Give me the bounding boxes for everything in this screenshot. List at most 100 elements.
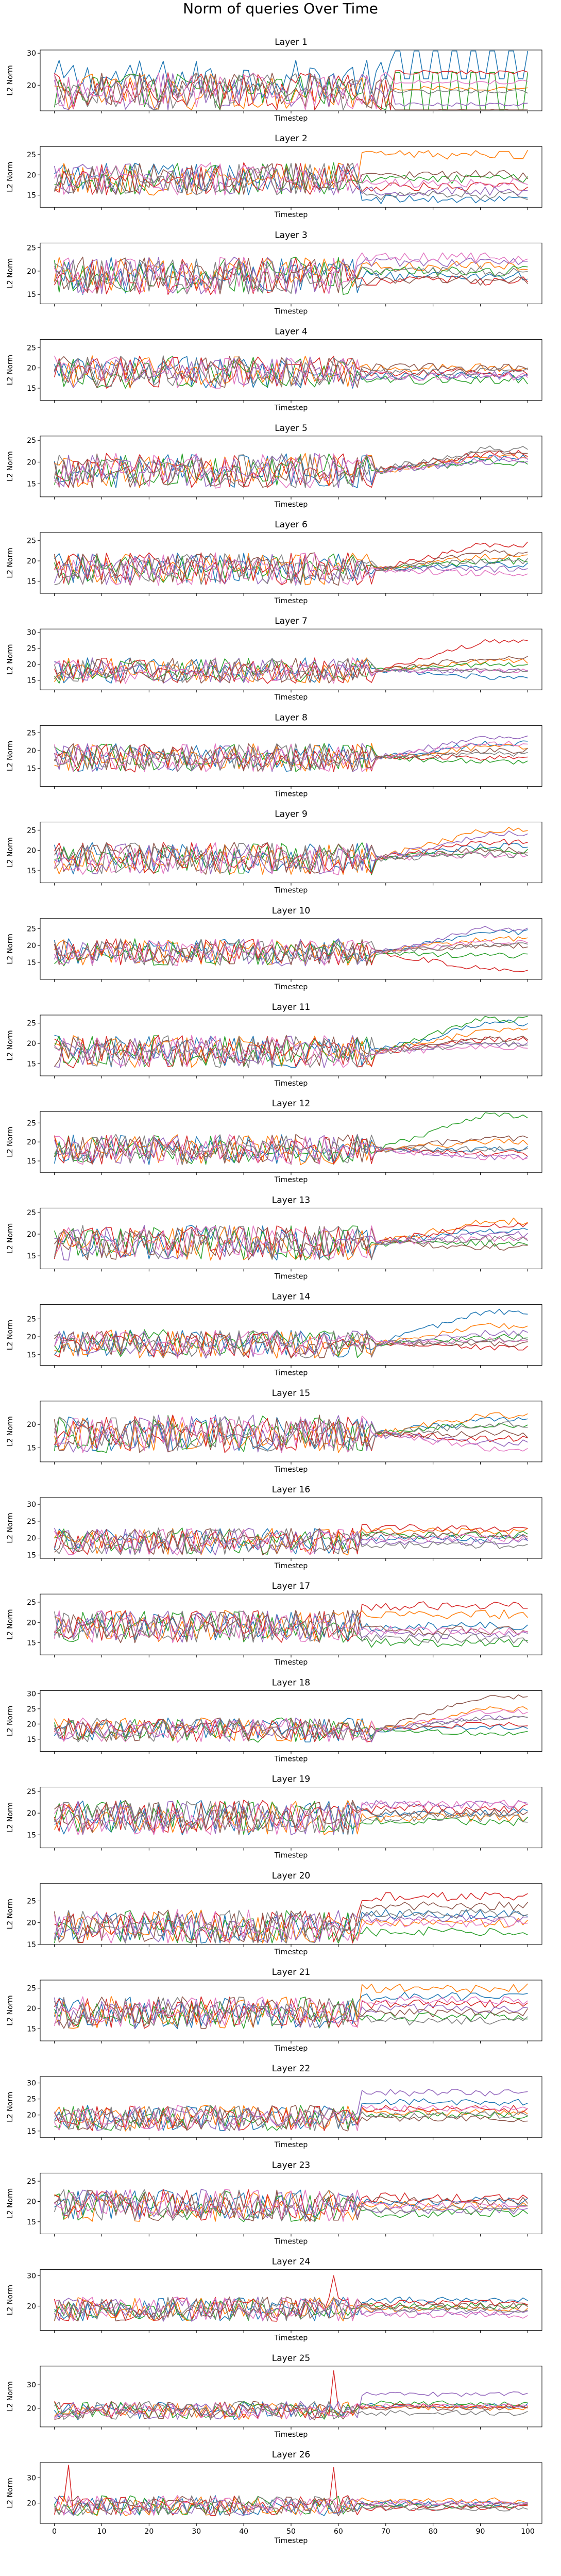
x-tick-label: 50 <box>286 2528 296 2536</box>
series-line <box>54 2189 528 2222</box>
series-line <box>54 1134 528 1166</box>
series-line <box>54 1800 528 1836</box>
series-line <box>54 453 528 488</box>
series-line <box>54 938 528 966</box>
y-tick-label: 25 <box>27 925 36 933</box>
subplot-title: Layer 18 <box>272 1677 310 1688</box>
series-line <box>54 553 528 586</box>
series-line <box>54 838 528 875</box>
series-line <box>54 2105 528 2131</box>
y-tick-label: 15 <box>27 1831 36 1839</box>
y-tick-label: 15 <box>27 867 36 875</box>
series-line <box>54 1997 528 2029</box>
subplot-title: Layer 4 <box>275 327 308 337</box>
series-line <box>54 450 528 488</box>
subplot-title: Layer 14 <box>272 1292 310 1302</box>
y-tick-label: 15 <box>27 1060 36 1068</box>
subplot-title: Layer 10 <box>272 906 310 916</box>
x-axis-label: Timestep <box>274 693 308 702</box>
x-axis-label: Timestep <box>274 307 308 315</box>
series-line <box>54 355 528 387</box>
series-line <box>54 2189 528 2220</box>
series-line <box>54 1527 528 1556</box>
series-line <box>54 2104 528 2131</box>
y-tick-label: 20 <box>27 81 36 90</box>
series-line <box>54 1800 528 1835</box>
series-line <box>54 2189 528 2220</box>
series-line <box>54 842 528 874</box>
x-axis-label: Timestep <box>274 2537 308 2545</box>
y-tick-label: 25 <box>27 437 36 445</box>
y-tick-label: 30 <box>27 1690 36 1698</box>
y-tick-label: 25 <box>27 1985 36 1993</box>
y-axis-label: L2 Norm <box>6 1609 14 1640</box>
x-axis-label: Timestep <box>274 114 308 123</box>
y-axis-label: L2 Norm <box>6 258 14 289</box>
series-line <box>54 1329 528 1359</box>
subplot-title: Layer 8 <box>275 712 308 723</box>
y-tick-label: 20 <box>27 1809 36 1818</box>
subplot-title: Layer 21 <box>272 1967 310 1977</box>
y-tick-label: 30 <box>27 49 36 58</box>
y-tick-label: 30 <box>27 2381 36 2389</box>
series-line <box>54 939 528 966</box>
series-line <box>54 1997 528 2029</box>
y-tick-label: 30 <box>27 1501 36 1509</box>
y-tick-label: 20 <box>27 1231 36 1239</box>
y-tick-label: 15 <box>27 2218 36 2226</box>
series-line <box>54 938 528 967</box>
x-axis-label: Timestep <box>274 597 308 605</box>
y-tick-label: 25 <box>27 1209 36 1217</box>
series-line <box>54 1415 528 1453</box>
subplot-title: Layer 2 <box>275 134 308 144</box>
series-line <box>54 1329 528 1359</box>
series-line <box>54 2105 528 2132</box>
series-line <box>54 1016 528 1067</box>
x-axis-label: Timestep <box>274 2237 308 2246</box>
series-line <box>54 1225 528 1261</box>
series-line <box>54 1308 528 1358</box>
subplot-title: Layer 5 <box>275 423 308 434</box>
axes-frame <box>40 339 542 401</box>
y-tick-label: 20 <box>27 1421 36 1429</box>
series-line <box>54 1134 528 1164</box>
y-tick-label: 25 <box>27 1599 36 1607</box>
subplot-title: Layer 24 <box>272 2257 310 2267</box>
series-line <box>54 256 528 295</box>
series-line <box>54 355 528 389</box>
y-axis-label: L2 Norm <box>6 644 14 675</box>
axes-frame <box>40 1015 542 1076</box>
series-line <box>54 1709 528 1743</box>
series-line <box>54 2275 528 2322</box>
series-line <box>54 1134 528 1166</box>
y-tick-label: 15 <box>27 480 36 489</box>
series-line <box>54 2296 528 2321</box>
series-line <box>54 1610 528 1643</box>
subplot-title: Layer 9 <box>275 809 308 820</box>
series-line <box>54 162 528 196</box>
series-line <box>54 445 528 488</box>
x-tick-label: 20 <box>144 2528 154 2536</box>
y-tick-label: 20 <box>27 1333 36 1341</box>
x-axis-label: Timestep <box>274 211 308 219</box>
y-tick-label: 20 <box>27 2500 36 2508</box>
series-line <box>54 2401 528 2420</box>
series-line <box>54 1331 528 1359</box>
x-axis-label: Timestep <box>274 1852 308 1860</box>
series-line <box>54 550 528 586</box>
series-line <box>54 1225 528 1260</box>
series-line <box>54 1135 528 1165</box>
series-line <box>54 1225 528 1260</box>
y-tick-label: 20 <box>27 942 36 950</box>
subplot-title: Layer 16 <box>272 1485 310 1495</box>
y-tick-label: 20 <box>27 1040 36 1048</box>
y-axis-label: L2 Norm <box>6 2478 14 2508</box>
y-tick-label: 30 <box>27 628 36 637</box>
y-axis-label: L2 Norm <box>6 1223 14 1254</box>
x-axis-label: Timestep <box>274 1079 308 1088</box>
series-line <box>54 162 528 204</box>
series-line <box>54 1706 528 1742</box>
y-axis-label: L2 Norm <box>6 1127 14 1157</box>
x-axis-label: Timestep <box>274 2141 308 2149</box>
